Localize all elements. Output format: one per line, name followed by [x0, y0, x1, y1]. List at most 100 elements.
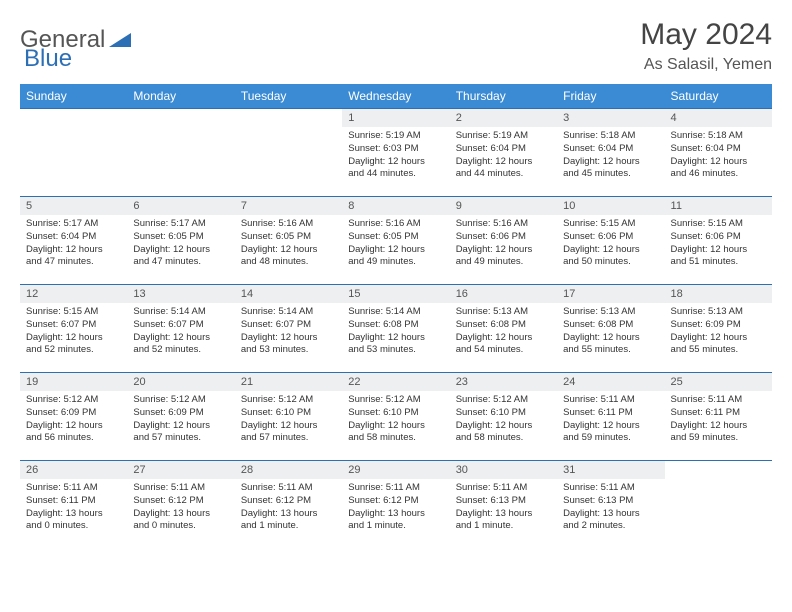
daylight-line-2: and 51 minutes.	[671, 256, 766, 269]
daylight-line-1: Daylight: 12 hours	[456, 244, 551, 257]
sunset-line: Sunset: 6:13 PM	[563, 495, 658, 508]
daylight-line-1: Daylight: 12 hours	[241, 332, 336, 345]
weekday-header: Saturday	[665, 84, 772, 109]
daylight-line-1: Daylight: 13 hours	[26, 508, 121, 521]
sunrise-line: Sunrise: 5:19 AM	[456, 130, 551, 143]
day-number: 7	[235, 197, 342, 215]
day-number: 2	[450, 109, 557, 127]
day-details: Sunrise: 5:12 AMSunset: 6:10 PMDaylight:…	[450, 391, 557, 449]
calendar-table: Sunday Monday Tuesday Wednesday Thursday…	[20, 84, 772, 549]
sunrise-line: Sunrise: 5:13 AM	[671, 306, 766, 319]
daylight-line-2: and 52 minutes.	[26, 344, 121, 357]
calendar-day-cell: 22Sunrise: 5:12 AMSunset: 6:10 PMDayligh…	[342, 373, 449, 461]
daylight-line-2: and 56 minutes.	[26, 432, 121, 445]
calendar-week-row: 1Sunrise: 5:19 AMSunset: 6:03 PMDaylight…	[20, 109, 772, 197]
sunset-line: Sunset: 6:11 PM	[26, 495, 121, 508]
sunrise-line: Sunrise: 5:16 AM	[241, 218, 336, 231]
calendar-day-cell: 12Sunrise: 5:15 AMSunset: 6:07 PMDayligh…	[20, 285, 127, 373]
day-details: Sunrise: 5:19 AMSunset: 6:04 PMDaylight:…	[450, 127, 557, 185]
sunrise-line: Sunrise: 5:16 AM	[456, 218, 551, 231]
day-number: 28	[235, 461, 342, 479]
sunrise-line: Sunrise: 5:12 AM	[456, 394, 551, 407]
daylight-line-1: Daylight: 12 hours	[241, 420, 336, 433]
day-number: 14	[235, 285, 342, 303]
sunset-line: Sunset: 6:04 PM	[26, 231, 121, 244]
sunrise-line: Sunrise: 5:13 AM	[456, 306, 551, 319]
daylight-line-2: and 49 minutes.	[348, 256, 443, 269]
daylight-line-2: and 49 minutes.	[456, 256, 551, 269]
weekday-header: Wednesday	[342, 84, 449, 109]
daylight-line-2: and 58 minutes.	[348, 432, 443, 445]
sunrise-line: Sunrise: 5:12 AM	[133, 394, 228, 407]
sunrise-line: Sunrise: 5:15 AM	[671, 218, 766, 231]
day-number: 24	[557, 373, 664, 391]
sunrise-line: Sunrise: 5:17 AM	[133, 218, 228, 231]
weekday-header: Thursday	[450, 84, 557, 109]
day-number: 23	[450, 373, 557, 391]
calendar-day-cell: 16Sunrise: 5:13 AMSunset: 6:08 PMDayligh…	[450, 285, 557, 373]
sunset-line: Sunset: 6:07 PM	[133, 319, 228, 332]
calendar-day-cell: 29Sunrise: 5:11 AMSunset: 6:12 PMDayligh…	[342, 461, 449, 549]
daylight-line-1: Daylight: 12 hours	[671, 156, 766, 169]
day-number: 13	[127, 285, 234, 303]
day-details: Sunrise: 5:18 AMSunset: 6:04 PMDaylight:…	[665, 127, 772, 185]
daylight-line-2: and 1 minute.	[456, 520, 551, 533]
location: As Salasil, Yemen	[640, 56, 772, 74]
day-details: Sunrise: 5:11 AMSunset: 6:13 PMDaylight:…	[557, 479, 664, 537]
calendar-week-row: 26Sunrise: 5:11 AMSunset: 6:11 PMDayligh…	[20, 461, 772, 549]
daylight-line-1: Daylight: 12 hours	[348, 420, 443, 433]
logo-text-2: Blue	[24, 45, 72, 73]
calendar-day-cell: 7Sunrise: 5:16 AMSunset: 6:05 PMDaylight…	[235, 197, 342, 285]
calendar-day-cell: 23Sunrise: 5:12 AMSunset: 6:10 PMDayligh…	[450, 373, 557, 461]
sunset-line: Sunset: 6:08 PM	[456, 319, 551, 332]
day-number: 12	[20, 285, 127, 303]
sunset-line: Sunset: 6:09 PM	[26, 407, 121, 420]
daylight-line-2: and 1 minute.	[241, 520, 336, 533]
sunrise-line: Sunrise: 5:12 AM	[348, 394, 443, 407]
calendar-day-cell: 21Sunrise: 5:12 AMSunset: 6:10 PMDayligh…	[235, 373, 342, 461]
weekday-header: Tuesday	[235, 84, 342, 109]
daylight-line-2: and 0 minutes.	[26, 520, 121, 533]
day-number: 16	[450, 285, 557, 303]
sunset-line: Sunset: 6:09 PM	[671, 319, 766, 332]
day-details: Sunrise: 5:17 AMSunset: 6:04 PMDaylight:…	[20, 215, 127, 273]
daylight-line-2: and 55 minutes.	[563, 344, 658, 357]
daylight-line-2: and 59 minutes.	[563, 432, 658, 445]
daylight-line-1: Daylight: 12 hours	[671, 332, 766, 345]
day-details: Sunrise: 5:12 AMSunset: 6:09 PMDaylight:…	[20, 391, 127, 449]
daylight-line-1: Daylight: 12 hours	[133, 332, 228, 345]
sunrise-line: Sunrise: 5:19 AM	[348, 130, 443, 143]
sunset-line: Sunset: 6:06 PM	[456, 231, 551, 244]
sunset-line: Sunset: 6:13 PM	[456, 495, 551, 508]
day-number	[127, 109, 234, 127]
day-number: 8	[342, 197, 449, 215]
daylight-line-1: Daylight: 12 hours	[26, 244, 121, 257]
calendar-day-cell	[235, 109, 342, 197]
day-details: Sunrise: 5:15 AMSunset: 6:06 PMDaylight:…	[557, 215, 664, 273]
day-number: 20	[127, 373, 234, 391]
daylight-line-2: and 50 minutes.	[563, 256, 658, 269]
sunrise-line: Sunrise: 5:12 AM	[241, 394, 336, 407]
daylight-line-1: Daylight: 13 hours	[563, 508, 658, 521]
sunset-line: Sunset: 6:05 PM	[133, 231, 228, 244]
day-details: Sunrise: 5:15 AMSunset: 6:07 PMDaylight:…	[20, 303, 127, 361]
sunrise-line: Sunrise: 5:11 AM	[563, 482, 658, 495]
sunset-line: Sunset: 6:03 PM	[348, 143, 443, 156]
sunrise-line: Sunrise: 5:11 AM	[563, 394, 658, 407]
day-details: Sunrise: 5:14 AMSunset: 6:08 PMDaylight:…	[342, 303, 449, 361]
daylight-line-1: Daylight: 12 hours	[241, 244, 336, 257]
calendar-day-cell: 9Sunrise: 5:16 AMSunset: 6:06 PMDaylight…	[450, 197, 557, 285]
daylight-line-2: and 1 minute.	[348, 520, 443, 533]
sunset-line: Sunset: 6:07 PM	[26, 319, 121, 332]
sunrise-line: Sunrise: 5:18 AM	[671, 130, 766, 143]
calendar-day-cell: 17Sunrise: 5:13 AMSunset: 6:08 PMDayligh…	[557, 285, 664, 373]
day-number: 10	[557, 197, 664, 215]
calendar-day-cell: 6Sunrise: 5:17 AMSunset: 6:05 PMDaylight…	[127, 197, 234, 285]
calendar-day-cell: 15Sunrise: 5:14 AMSunset: 6:08 PMDayligh…	[342, 285, 449, 373]
calendar-day-cell: 13Sunrise: 5:14 AMSunset: 6:07 PMDayligh…	[127, 285, 234, 373]
day-number: 22	[342, 373, 449, 391]
sunrise-line: Sunrise: 5:15 AM	[563, 218, 658, 231]
day-number: 11	[665, 197, 772, 215]
calendar-day-cell: 14Sunrise: 5:14 AMSunset: 6:07 PMDayligh…	[235, 285, 342, 373]
day-number: 17	[557, 285, 664, 303]
